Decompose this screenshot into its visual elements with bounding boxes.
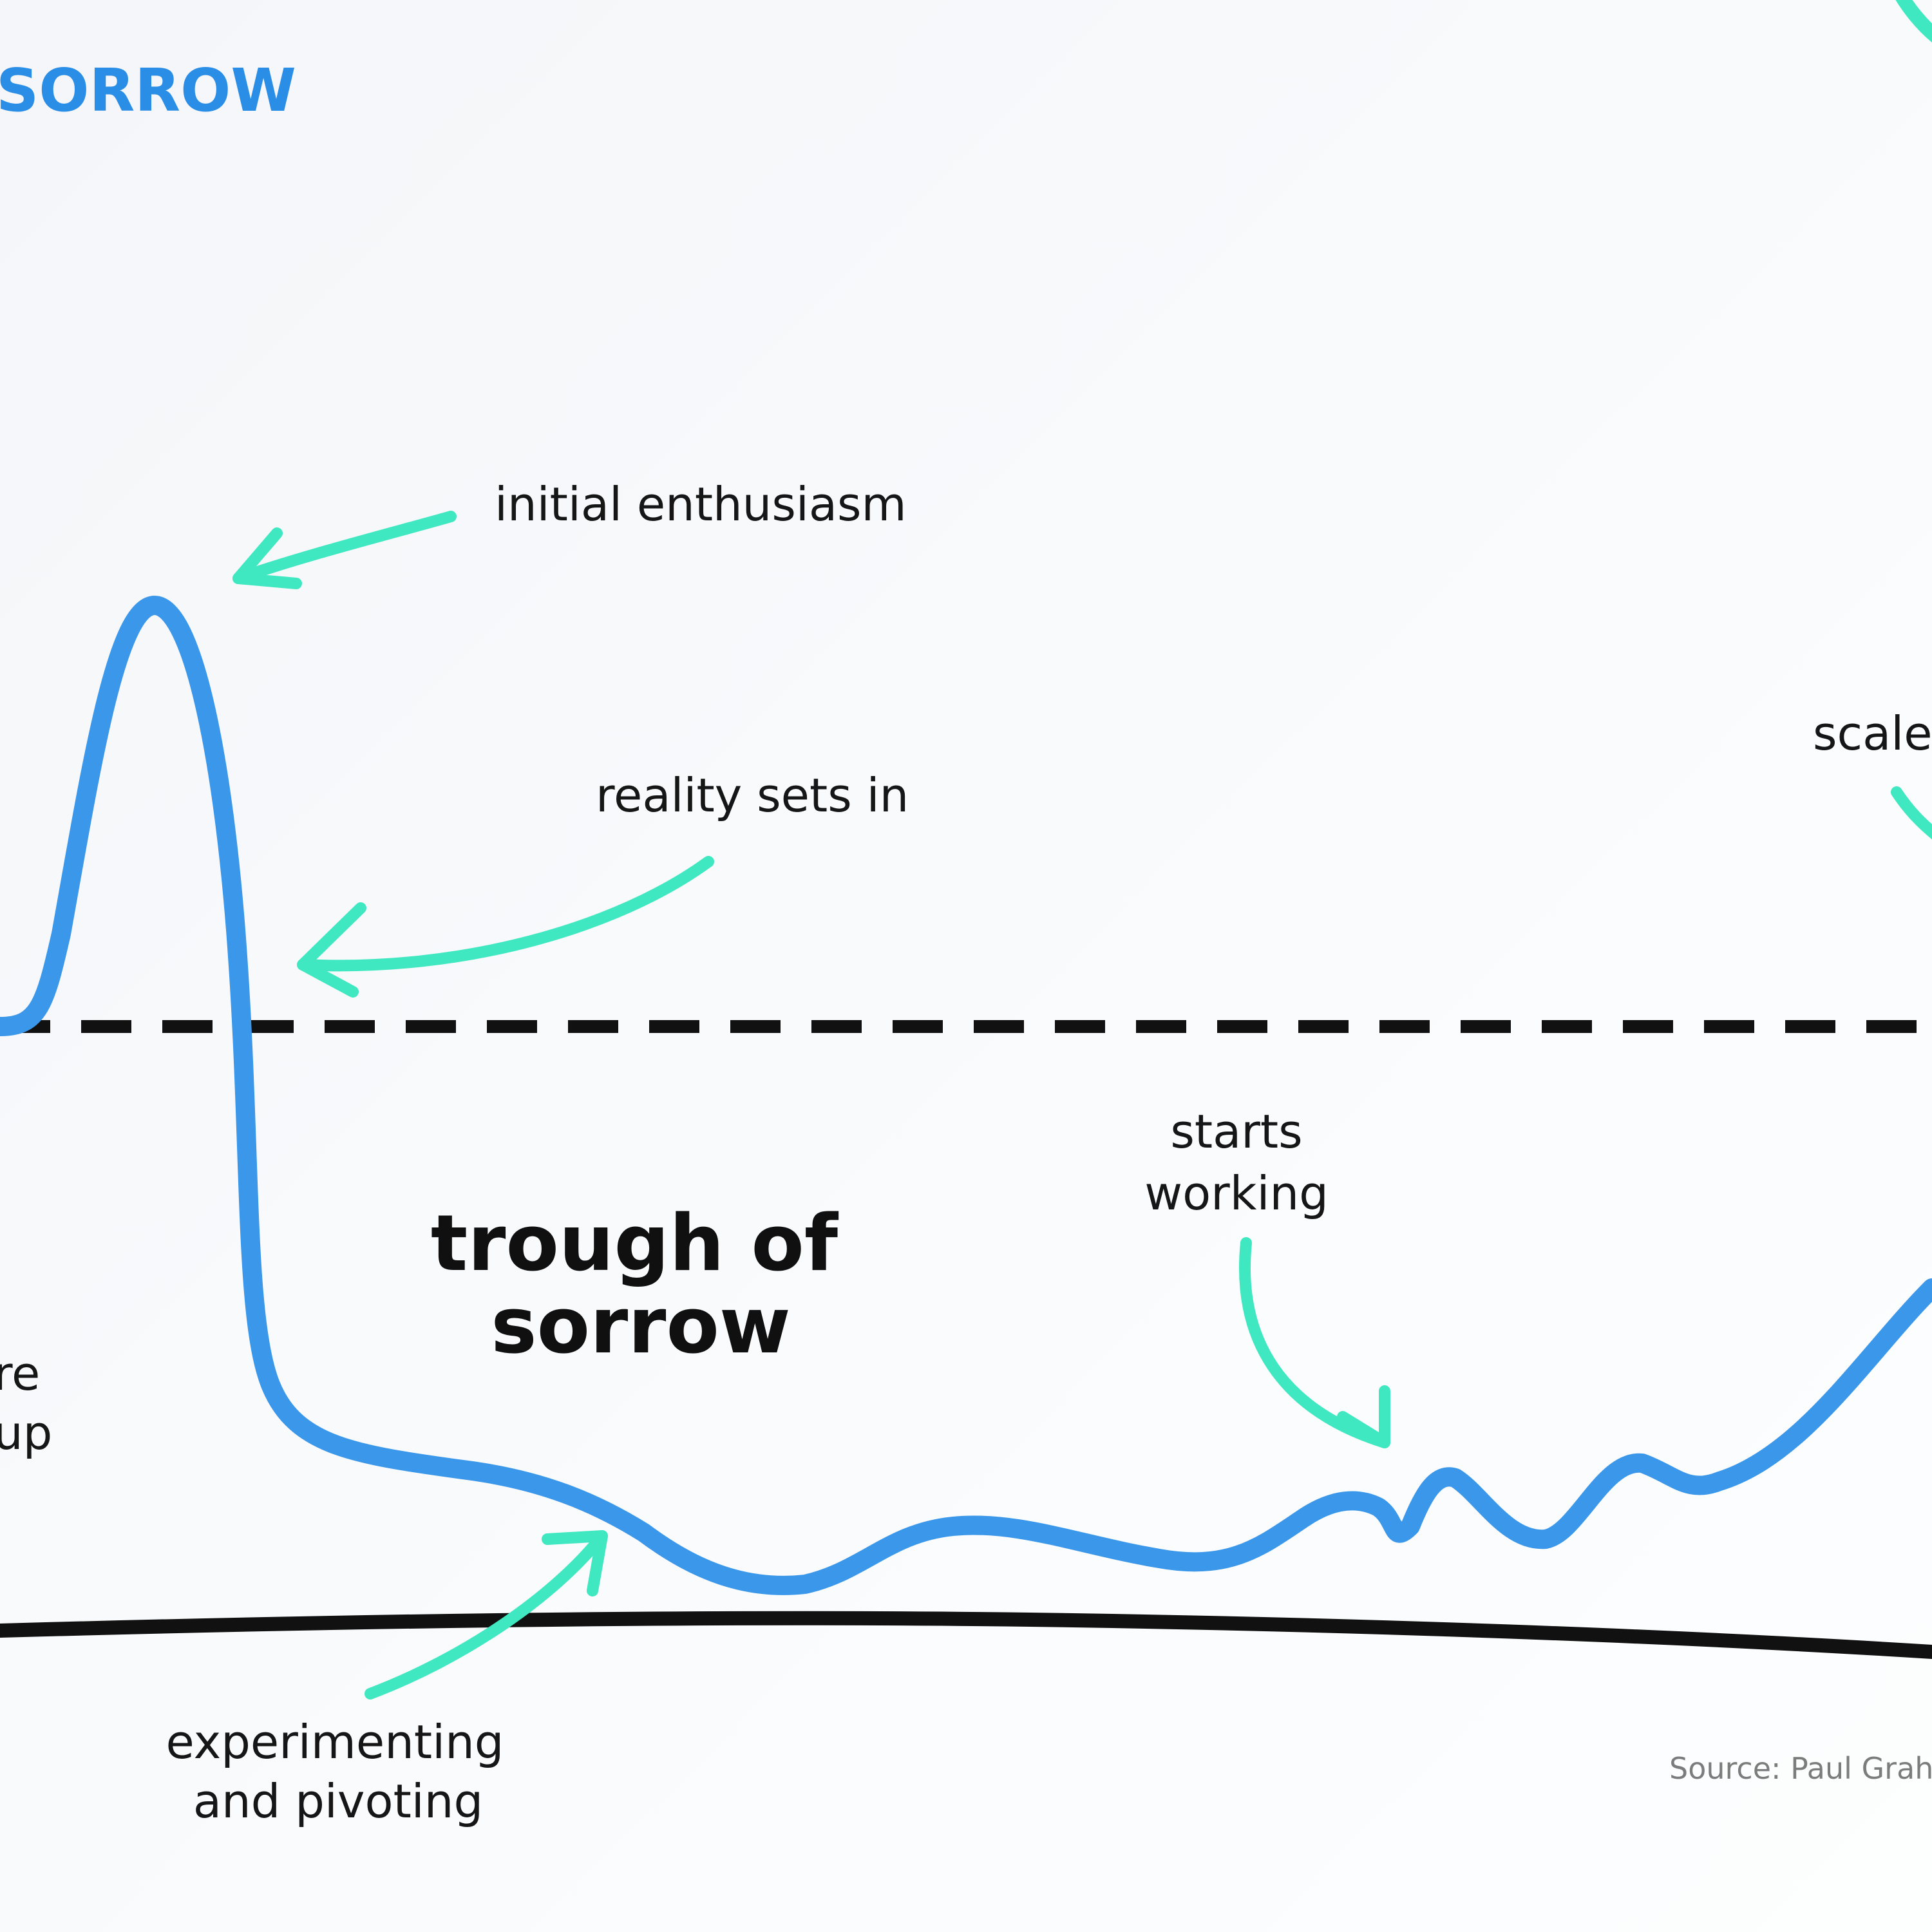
label-reality-sets-in: reality sets in (596, 768, 909, 822)
label-trough-line2: sorrow (491, 1282, 791, 1371)
label-starts-line2: working (1144, 1166, 1329, 1220)
source-note: Source: Paul Graha (1669, 1751, 1932, 1786)
label-trough-line1: trough of (431, 1199, 839, 1289)
arrow-icon (365, 1530, 608, 1700)
label-left-fragment-1: re (0, 1347, 40, 1401)
arrow-icon (297, 856, 714, 998)
label-left-fragment-2: up (0, 1406, 52, 1460)
baseline (0, 1611, 1932, 1659)
arrow-icon (1891, 786, 1932, 840)
arrow-icon (232, 511, 457, 589)
label-experimenting-line2: and pivoting (193, 1774, 483, 1828)
label-scale-fragment: scale (1813, 706, 1932, 761)
arrow-icon (1239, 1237, 1390, 1448)
label-initial-enthusiasm: initial enthusiasm (495, 477, 907, 531)
startup-curve (0, 596, 1932, 1595)
diagram-title: SORROW (0, 56, 296, 125)
label-starts-line1: starts (1170, 1104, 1302, 1159)
arrow-icon (1895, 0, 1932, 43)
label-experimenting-line1: experimenting (166, 1715, 504, 1769)
